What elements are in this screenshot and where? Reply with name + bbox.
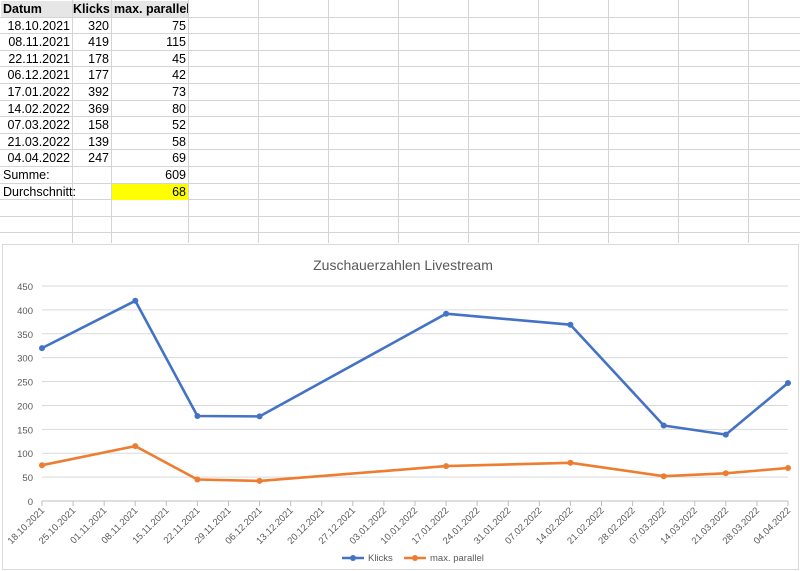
cell-klicks[interactable]: 320	[88, 19, 109, 33]
avg-value[interactable]: 68	[112, 184, 188, 200]
cell-max-parallel[interactable]: 45	[172, 52, 186, 66]
sheet-row-line-13	[0, 216, 800, 217]
cell-datum[interactable]: 21.03.2022	[7, 135, 70, 149]
y-tick-label: 100	[17, 449, 33, 460]
sheet-col-line-5	[328, 0, 329, 243]
header-max-parallel[interactable]: max. parallel	[112, 1, 188, 17]
data-point	[39, 462, 45, 469]
sheet-row-line-5	[0, 83, 800, 84]
avg-label[interactable]: Durchschnitt:	[3, 185, 76, 199]
cell-max-parallel[interactable]: 80	[172, 102, 186, 116]
sheet-col-line-11	[748, 0, 749, 243]
data-point	[785, 465, 791, 471]
sheet-col-line-3	[188, 0, 189, 243]
data-point	[785, 380, 791, 386]
cell-datum[interactable]: 22.11.2021	[8, 52, 70, 66]
y-tick-label: 200	[17, 401, 33, 412]
legend-label: Klicks	[368, 553, 393, 564]
data-point	[194, 413, 201, 419]
y-tick-label: 350	[17, 330, 33, 341]
legend-label: max. parallel	[430, 553, 484, 564]
data-point	[567, 321, 574, 328]
sheet-col-line-6	[398, 0, 399, 243]
cell-max-parallel[interactable]: 69	[172, 151, 186, 165]
header-datum[interactable]: Datum	[1, 1, 72, 17]
cell-klicks[interactable]: 419	[88, 35, 109, 49]
cell-klicks[interactable]: 158	[88, 118, 109, 132]
y-tick-label: 0	[28, 497, 33, 508]
data-point	[567, 459, 574, 466]
line-chart: Zuschauerzahlen Livestream 0 50 100 150 200 25…	[6, 257, 793, 564]
y-tick-label: 150	[17, 425, 33, 436]
cell-max-parallel[interactable]: 115	[166, 35, 186, 49]
sheet-col-line-7	[468, 0, 469, 243]
cell-klicks[interactable]: 392	[88, 85, 109, 99]
sheet-row-line-6	[0, 100, 800, 101]
data-point	[660, 422, 667, 429]
data-point	[132, 443, 139, 450]
sheet-col-line-2	[111, 0, 112, 243]
sheet-row-line-11	[0, 183, 800, 184]
cell-klicks[interactable]: 247	[88, 151, 109, 165]
chart-area[interactable]: Zuschauerzahlen Livestream 0 50 100 150 200 25…	[0, 243, 800, 571]
data-point	[722, 470, 729, 477]
y-tick-label: 400	[17, 306, 33, 317]
sheet-row-line-14	[0, 232, 800, 233]
data-point	[194, 476, 201, 483]
sheet-col-line-8	[538, 0, 539, 243]
cell-datum[interactable]: 07.03.2022	[7, 118, 70, 132]
cell-datum[interactable]: 04.04.2022	[7, 151, 70, 165]
cell-datum[interactable]: 14.02.2022	[7, 102, 70, 116]
cell-klicks[interactable]: 369	[88, 102, 109, 116]
cell-max-parallel[interactable]: 58	[172, 135, 186, 149]
chart-title: Zuschauerzahlen Livestream	[313, 257, 493, 273]
sheet-col-line-1	[72, 0, 73, 243]
sheet-col-line-4	[258, 0, 259, 243]
sheet-row-line-10	[0, 166, 800, 167]
data-point	[443, 463, 450, 470]
y-tick-label: 250	[17, 378, 33, 389]
y-tick-label: 50	[22, 473, 33, 484]
legend-swatch-marker	[350, 555, 356, 561]
sheet-row-line-9	[0, 149, 800, 150]
data-point	[256, 413, 263, 420]
header-klicks[interactable]: Klicks	[73, 1, 111, 17]
sheet-col-line-10	[678, 0, 679, 243]
data-point	[660, 473, 667, 480]
spreadsheet: Datum Klicks max. parallel 18.10.2021 320 75 0…	[0, 0, 800, 243]
cell-klicks[interactable]: 139	[88, 135, 109, 149]
data-point	[443, 310, 450, 317]
sheet-row-line-7	[0, 116, 800, 117]
sheet-row-line-3	[0, 50, 800, 51]
cell-klicks[interactable]: 177	[88, 68, 109, 82]
data-point	[132, 297, 139, 304]
data-point	[256, 477, 263, 484]
sheet-col-line-9	[608, 0, 609, 243]
cell-datum[interactable]: 18.10.2021	[7, 19, 70, 33]
sheet-row-line-8	[0, 133, 800, 134]
data-point	[39, 345, 45, 352]
series-line-2	[41, 444, 789, 483]
cell-datum[interactable]: 06.12.2021	[7, 68, 70, 82]
sum-label[interactable]: Summe:	[3, 168, 50, 182]
cell-klicks[interactable]: 178	[88, 52, 109, 66]
sheet-row-line-12	[0, 199, 800, 200]
series-line-1	[41, 299, 789, 436]
cell-datum[interactable]: 08.11.2021	[8, 35, 70, 49]
y-tick-label: 450	[17, 282, 33, 293]
cell-max-parallel[interactable]: 73	[172, 85, 186, 99]
cell-datum[interactable]: 17.01.2022	[7, 85, 70, 99]
cell-max-parallel[interactable]: 75	[172, 19, 186, 33]
legend-swatch-marker	[412, 555, 418, 561]
cell-max-parallel[interactable]: 52	[172, 118, 186, 132]
sheet-row-line-4	[0, 66, 800, 67]
sheet-row-line-2	[0, 33, 800, 34]
cell-max-parallel[interactable]: 42	[172, 68, 186, 82]
y-tick-label: 300	[17, 354, 33, 365]
sum-value[interactable]: 609	[165, 168, 186, 182]
sheet-row-line-1	[0, 17, 800, 18]
data-point	[722, 431, 729, 438]
